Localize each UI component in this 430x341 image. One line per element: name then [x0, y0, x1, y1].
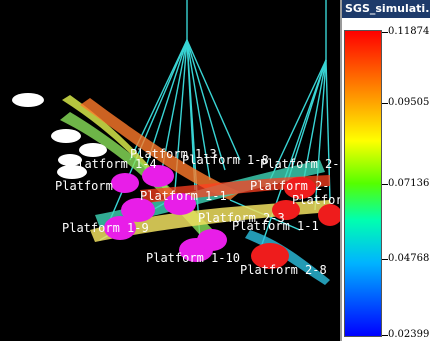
colorbar — [344, 30, 382, 337]
platforms-group-1[interactable] — [104, 165, 227, 262]
tick-label: 0.071369 — [388, 178, 430, 189]
scene-canvas[interactable]: Platform 1-3 Platform 1-8 Platform 2- Pl… — [0, 0, 340, 341]
platform-label: Platform 2- — [250, 179, 329, 193]
platform-label: Platform 1-8 — [182, 153, 269, 167]
platform-label: Platform 1-1 — [140, 189, 227, 203]
platform-label: Platform 2-3 — [198, 211, 285, 225]
platform-label: Platform — [55, 179, 113, 193]
tick-mark — [382, 259, 388, 260]
platform-label: Platform 2-8 — [240, 263, 327, 277]
tick-label: 0.047681 — [388, 253, 430, 264]
platform-label: Platform 1-1 — [232, 219, 319, 233]
tick-label: 0.023993 — [388, 329, 430, 340]
tick-label: 0.118746 — [388, 26, 430, 37]
platform-label: Platform 2- — [260, 157, 339, 171]
platform-label: Platform 2- — [292, 193, 340, 207]
platform-label: Platform 1-4 — [70, 157, 157, 171]
tick-mark — [382, 32, 388, 33]
platforms-group-2[interactable] — [251, 177, 340, 269]
tick-mark — [382, 335, 388, 336]
platform-label: Platform 1-10 — [146, 251, 240, 265]
tick-mark — [382, 103, 388, 104]
tick-mark — [382, 184, 388, 185]
legend-title: SGS_simulati... — [342, 0, 430, 18]
buoys — [12, 93, 107, 179]
3d-viewport[interactable]: Platform 1-3 Platform 1-8 Platform 2- Pl… — [0, 0, 340, 341]
platform-label: Platform 1-9 — [62, 221, 149, 235]
platform-labels: Platform 1-3 Platform 1-8 Platform 2- Pl… — [55, 147, 340, 277]
platform-label: Platform 1-3 — [130, 147, 217, 161]
tick-label: 0.095057 — [388, 97, 430, 108]
color-legend[interactable]: SGS_simulati... 0.118746 0.095057 0.0713… — [340, 0, 430, 341]
